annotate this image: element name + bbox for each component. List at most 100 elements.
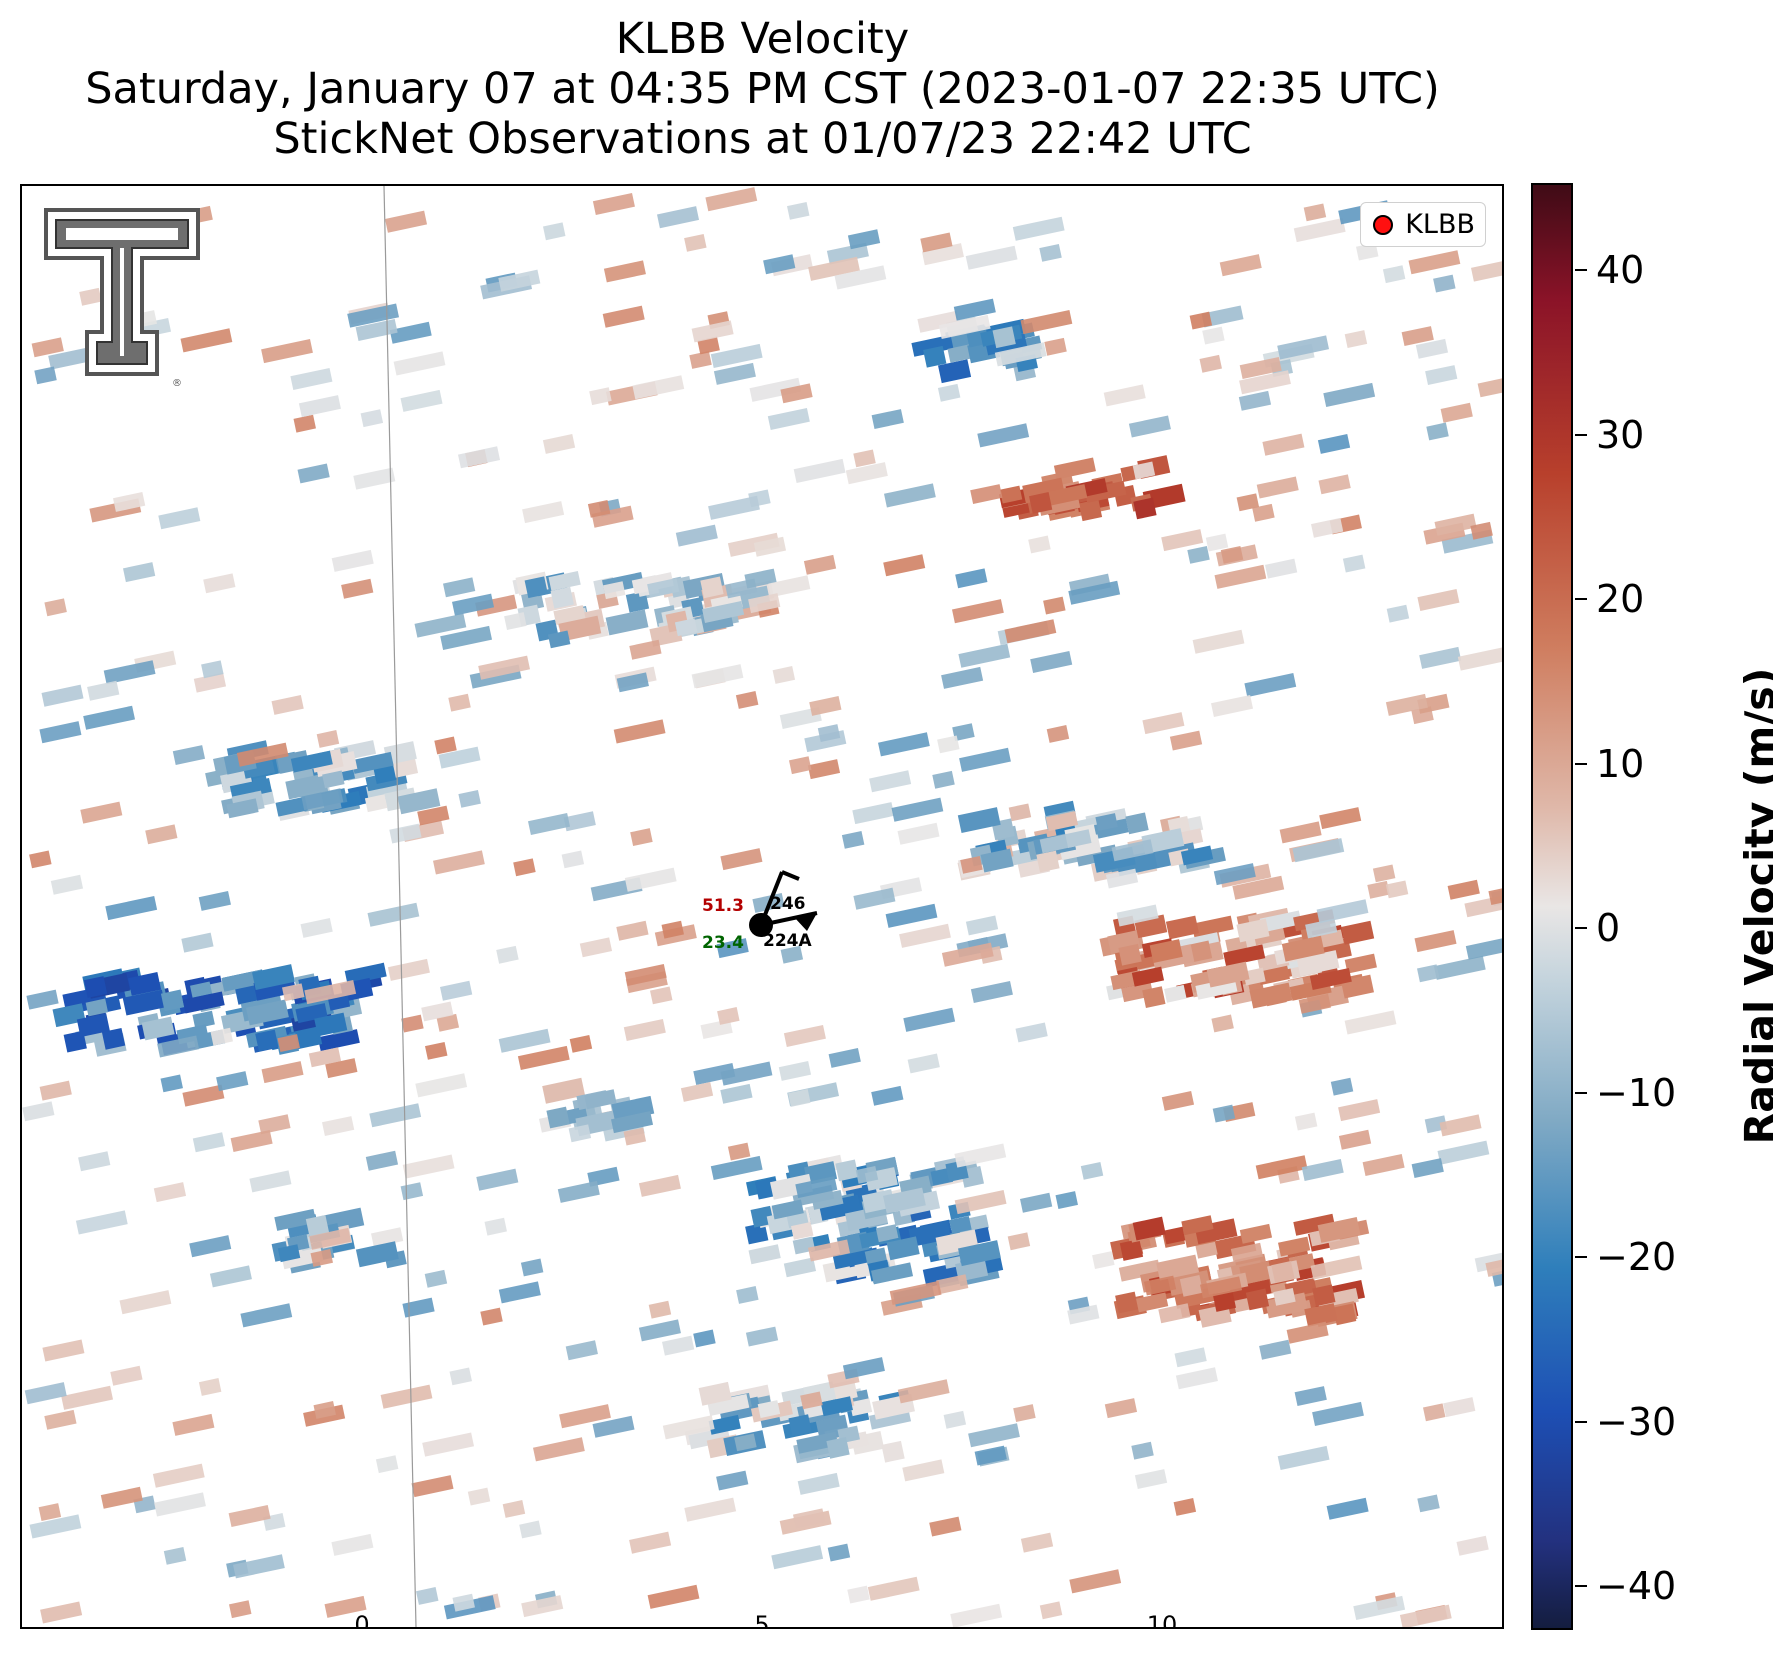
- velocity-pixel: [953, 298, 996, 321]
- velocity-pixel: [1039, 243, 1062, 262]
- velocity-pixel: [1344, 1010, 1397, 1035]
- velocity-pixel: [878, 732, 930, 757]
- velocity-pixel: [1078, 499, 1103, 522]
- klbb-marker-icon: [1373, 214, 1394, 235]
- velocity-pixel: [1292, 838, 1345, 863]
- station-plot[interactable]: 51.3 23.4 246 224A: [702, 870, 818, 953]
- texas-tech-logo-icon: ®: [42, 206, 202, 400]
- velocity-pixel: [1161, 1090, 1195, 1111]
- velocity-pixel: [542, 433, 576, 454]
- velocity-pixel: [1230, 1242, 1264, 1263]
- velocity-pixel: [1143, 1275, 1177, 1296]
- velocity-pixel: [1385, 693, 1428, 716]
- velocity-pixel: [34, 366, 57, 385]
- velocity-pixel: [1036, 850, 1060, 873]
- velocity-pixel: [1317, 433, 1351, 454]
- radar-map[interactable]: 51.3 23.4 246 224A ® KLBB 0 5 10 km: [20, 184, 1504, 1629]
- velocity-pixel: [550, 586, 574, 609]
- scale-label-5: 5: [754, 1611, 770, 1629]
- velocity-pixel: [375, 1455, 399, 1474]
- velocity-pixel: [414, 613, 467, 638]
- velocity-pixel: [110, 1365, 143, 1386]
- velocity-pixel: [853, 887, 896, 910]
- velocity-pixel: [1131, 966, 1165, 987]
- wind-barb-flag: [781, 870, 800, 881]
- velocity-pixel: [543, 222, 566, 241]
- velocity-pixel: [1004, 619, 1057, 644]
- velocity-pixel: [401, 1014, 424, 1033]
- velocity-pixel: [563, 811, 596, 832]
- velocity-pixel: [587, 499, 611, 518]
- velocity-pixel: [569, 1034, 593, 1053]
- velocity-pixel: [708, 495, 760, 520]
- velocity-pixel: [708, 1414, 741, 1435]
- velocity-pixel: [1249, 982, 1293, 1009]
- velocity-pixel: [883, 554, 926, 577]
- velocity-pixel: [705, 187, 758, 212]
- velocity-pixel: [1236, 918, 1270, 943]
- velocity-pixel: [157, 1035, 200, 1058]
- velocity-pixel: [355, 1241, 399, 1268]
- velocity-pixel: [353, 467, 396, 490]
- velocity-pixel: [1134, 1469, 1168, 1489]
- velocity-pixel: [763, 254, 796, 275]
- velocity-pixel: [520, 1258, 544, 1277]
- velocity-pixel: [39, 721, 82, 744]
- velocity-pixel: [1161, 529, 1204, 552]
- velocity-pixel: [691, 664, 744, 689]
- velocity-pixel: [662, 1335, 695, 1356]
- velocity-pixel: [502, 1500, 526, 1518]
- velocity-pixel: [559, 1404, 611, 1429]
- velocity-pixel: [1312, 1284, 1336, 1307]
- velocity-pixel: [236, 742, 289, 767]
- velocity-pixel: [422, 1432, 475, 1457]
- velocity-pixel: [1457, 646, 1502, 671]
- velocity-pixel: [1437, 1140, 1490, 1165]
- velocity-pixel: [796, 1431, 839, 1454]
- velocity-pixel: [558, 615, 602, 642]
- velocity-pixel: [1333, 1303, 1357, 1326]
- velocity-pixel: [44, 1409, 77, 1430]
- velocity-pixel: [1164, 984, 1187, 1003]
- velocity-pixel: [521, 1595, 564, 1618]
- velocity-pixel: [230, 1129, 273, 1152]
- velocity-pixel: [941, 666, 984, 689]
- velocity-pixel: [1105, 868, 1139, 889]
- velocity-pixel: [145, 824, 178, 845]
- velocity-pixel: [613, 719, 666, 744]
- velocity-pixel: [638, 1319, 681, 1342]
- velocity-pixel: [451, 593, 495, 616]
- velocity-pixel: [720, 1083, 753, 1104]
- velocity-pixel: [439, 980, 473, 1001]
- velocity-pixel: [519, 1520, 542, 1539]
- velocity-pixel: [592, 1415, 635, 1438]
- velocity-pixel: [1067, 1304, 1100, 1325]
- velocity-pixel: [498, 269, 541, 292]
- velocity-pixel: [1133, 497, 1157, 520]
- velocity-pixel: [808, 256, 860, 281]
- velocity-pixel: [716, 938, 749, 959]
- velocity-pixel: [616, 920, 649, 941]
- velocity-pixel: [380, 1384, 433, 1409]
- station-marker: [749, 913, 773, 937]
- velocity-pixel: [771, 1199, 804, 1220]
- velocity-pixel: [1311, 517, 1344, 538]
- velocity-pixel: [504, 612, 527, 630]
- velocity-pixel: [1045, 484, 1088, 507]
- velocity-pixel: [1411, 1158, 1444, 1178]
- velocity-pixel: [1367, 880, 1390, 899]
- velocity-pixel: [1229, 1279, 1272, 1302]
- velocity-pixel: [789, 756, 812, 775]
- colorbar-tick-label: 40: [1596, 248, 1645, 292]
- velocity-pixel: [938, 359, 972, 384]
- velocity-pixel: [791, 1221, 814, 1240]
- velocity-pixel: [393, 351, 446, 376]
- velocity-pixel: [360, 409, 384, 428]
- velocity-pixel: [853, 449, 876, 468]
- velocity-pixel: [835, 1159, 859, 1182]
- velocity-pixel: [172, 1413, 215, 1436]
- velocity-pixel: [226, 798, 259, 819]
- velocity-pixel: [1165, 915, 1199, 940]
- velocity-pixel: [1236, 493, 1260, 512]
- velocity-pixel: [630, 828, 653, 846]
